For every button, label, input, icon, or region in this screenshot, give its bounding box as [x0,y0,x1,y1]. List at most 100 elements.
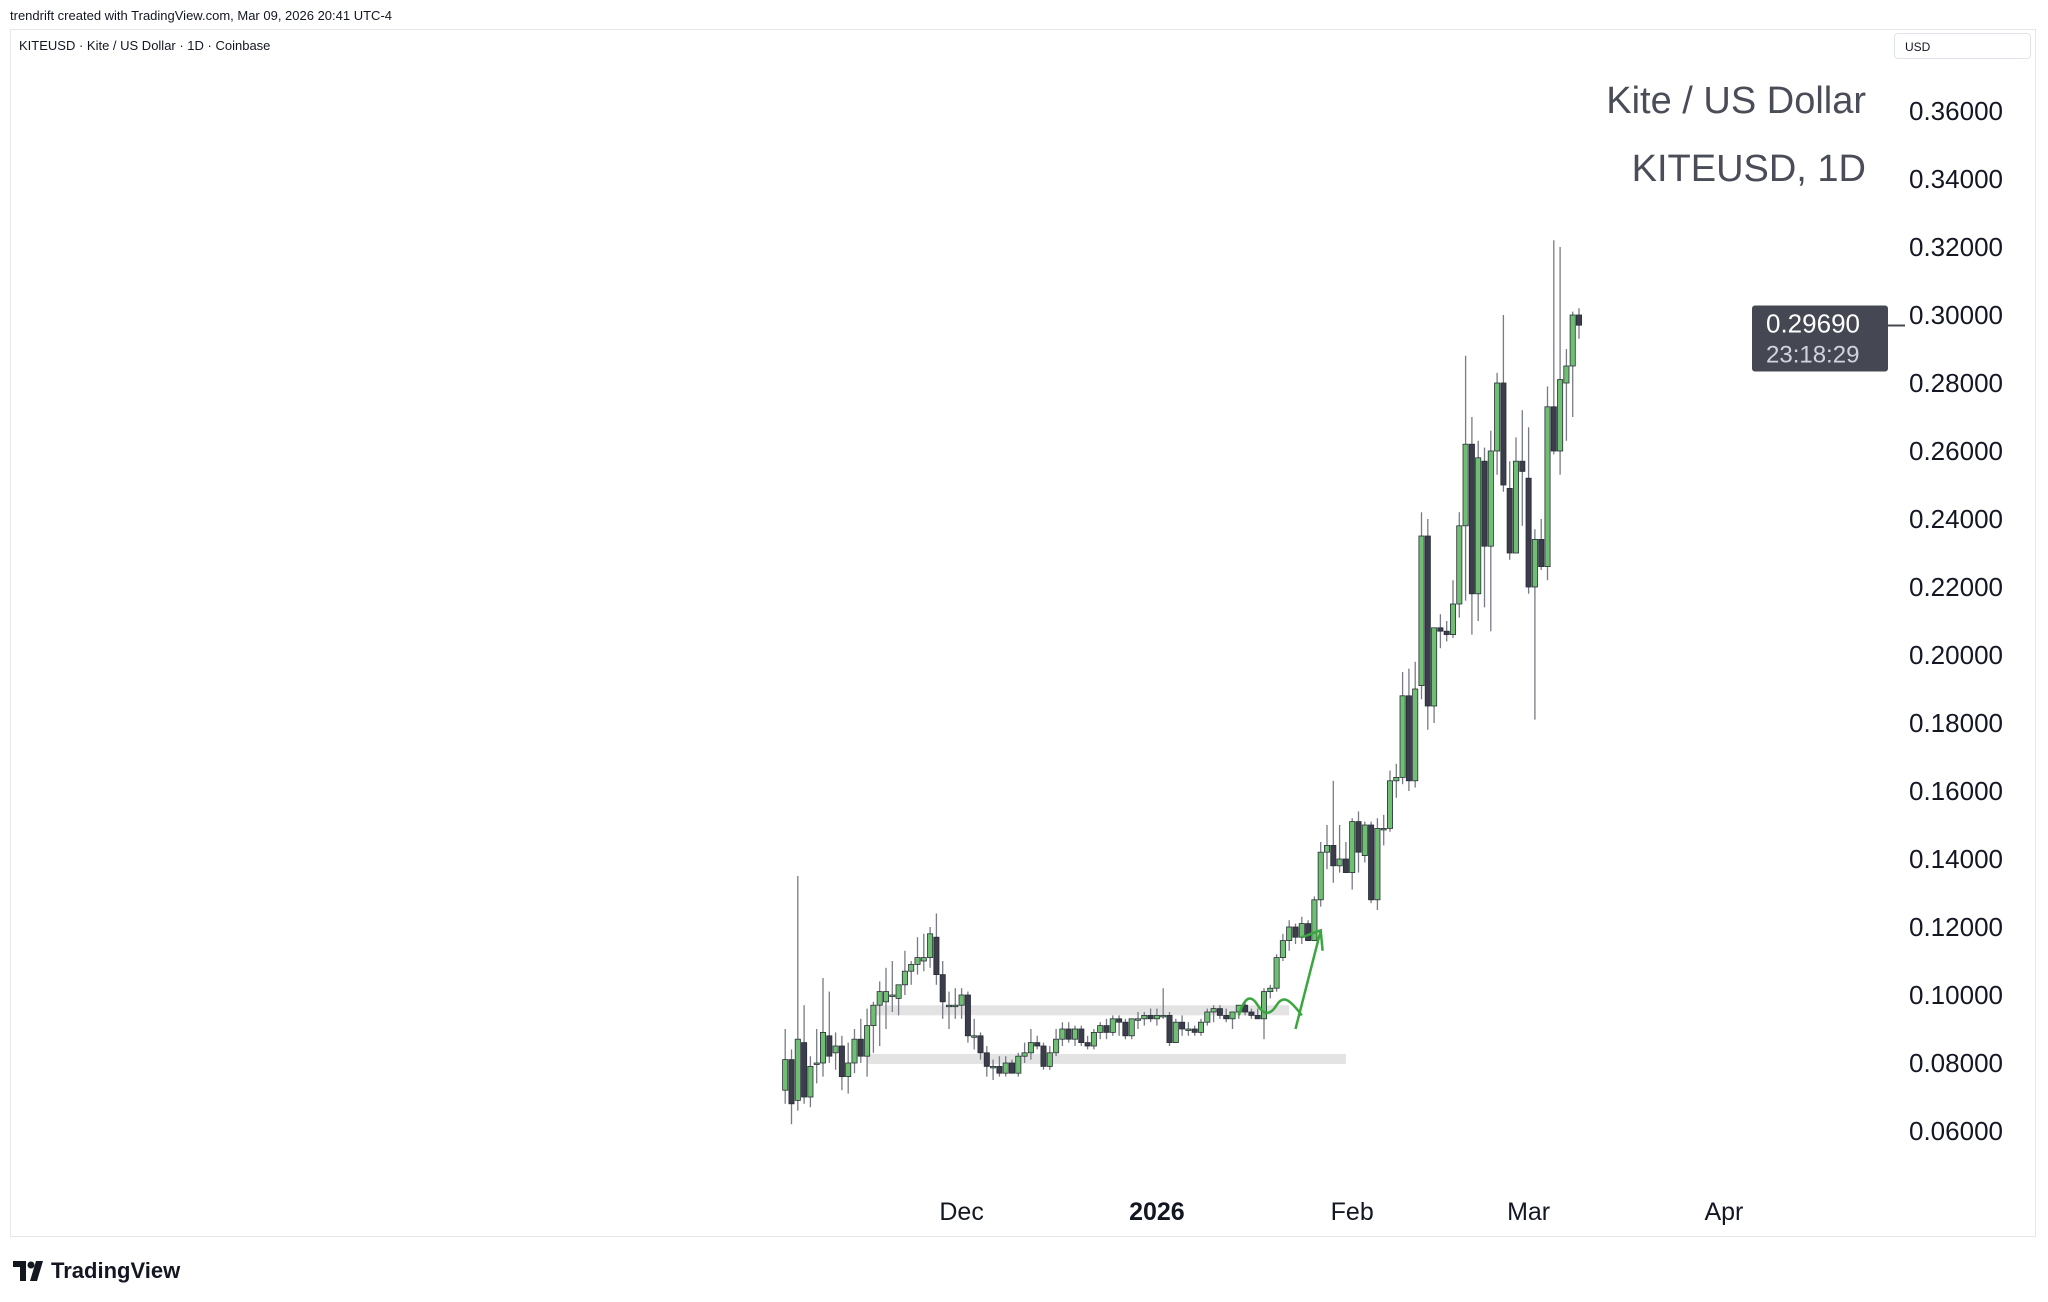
y-axis-tick: 0.24000 [1909,504,2003,534]
candle [1009,1059,1016,1074]
candle [1576,308,1583,339]
candle-body-down [939,974,946,1003]
candle-body-up [1097,1025,1104,1033]
candle [820,978,827,1077]
candle-body-up [889,994,896,997]
candle [1103,1018,1110,1040]
candle-body-up [1204,1011,1211,1023]
candle [1317,842,1324,907]
candle-body-up [1153,1015,1160,1020]
candle-body-up [990,1066,997,1069]
candle [1342,842,1349,874]
candle [1084,1035,1091,1050]
candle-body-up [813,1062,820,1065]
candle-body-up [1336,858,1343,867]
candle-body-up [1267,987,1274,993]
candle-body-up [1128,1018,1135,1037]
candle-body-up [1531,539,1538,588]
candle-body-down [1342,858,1349,874]
candle [1248,1008,1255,1019]
tradingview-logo[interactable]: TradingView [13,1258,180,1284]
candle [1361,821,1368,863]
y-axis-tick: 0.26000 [1909,436,2003,466]
candle [1456,512,1463,618]
candle-body-up [920,957,927,962]
candle [1059,1022,1066,1046]
candle-body-down [1248,1011,1255,1016]
candle [1374,818,1381,910]
candle [920,933,927,972]
candle-body-up [820,1032,827,1064]
candle-body-down [788,1059,795,1105]
candle-body-up [1557,379,1564,452]
currency-button[interactable]: USD [1894,33,2031,59]
candle [1399,672,1406,785]
tradingview-logo-icon [13,1261,43,1281]
candle [1116,1015,1123,1036]
candle-body-up [1021,1052,1028,1057]
x-axis-tick: Feb [1331,1198,1374,1226]
candle [1336,825,1343,873]
candle [876,981,883,1046]
candle-body-up [1141,1015,1148,1020]
candle [1462,355,1469,601]
candle [1254,1008,1261,1020]
candle-body-down [1405,695,1412,782]
candle-body-up [1027,1042,1034,1054]
candle [889,961,896,1012]
candle-body-down [801,1042,808,1098]
candle-body-up [794,1038,801,1101]
candle [1002,1056,1009,1077]
candle [845,1042,852,1094]
symbol-info[interactable]: KITEUSD · Kite / US Dollar · 1D · Coinba… [19,38,271,53]
candle [1424,519,1431,730]
watermark-title: Kite / US Dollar [1606,80,1866,122]
candle [1292,923,1299,944]
candle [958,988,965,1019]
candle-body-down [977,1035,984,1054]
candle-body-down [1166,1015,1173,1044]
candle [1198,1018,1205,1036]
y-axis-tick: 0.22000 [1909,572,2003,602]
candle [1349,818,1356,890]
candle-body-up [927,933,934,958]
candle-body-down [1147,1015,1154,1020]
candle [1437,614,1444,649]
candle [964,991,971,1043]
candle [1160,988,1167,1019]
candle [1153,1008,1160,1026]
candle-body-down [1122,1021,1129,1037]
candle [1141,1012,1148,1026]
candle-body-up [1431,627,1438,707]
trend-arrow-drawing [1294,928,1324,1030]
candle-body-up [1279,940,1286,958]
candle [1405,668,1412,791]
candle [1179,1015,1186,1036]
candle-body-up [1286,926,1293,941]
candle-body-down [1116,1018,1123,1023]
candle [1487,430,1494,632]
candle [1550,240,1557,455]
candle [1072,1025,1079,1046]
candle [1380,814,1387,846]
y-axis-tick: 0.16000 [1909,776,2003,806]
y-axis-tick: 0.18000 [1909,708,2003,738]
candle-body-down [1040,1045,1047,1067]
candle-body-up [807,1066,814,1098]
candle-body-down [996,1066,1003,1074]
candle-body-down [1468,443,1475,595]
candle [1544,386,1551,581]
candle-body-up [1261,991,1268,1020]
candle [901,950,908,995]
candle [983,1046,990,1077]
candle [1538,519,1545,570]
candle-body-up [1374,828,1381,901]
candle [1387,770,1394,832]
candle [1525,427,1532,594]
candle-body-up [1311,899,1318,941]
candle [1506,461,1513,560]
candle-body-up [914,957,921,965]
watermark-symbol: KITEUSD, 1D [1631,148,1866,190]
candle-body-up [1109,1018,1116,1033]
